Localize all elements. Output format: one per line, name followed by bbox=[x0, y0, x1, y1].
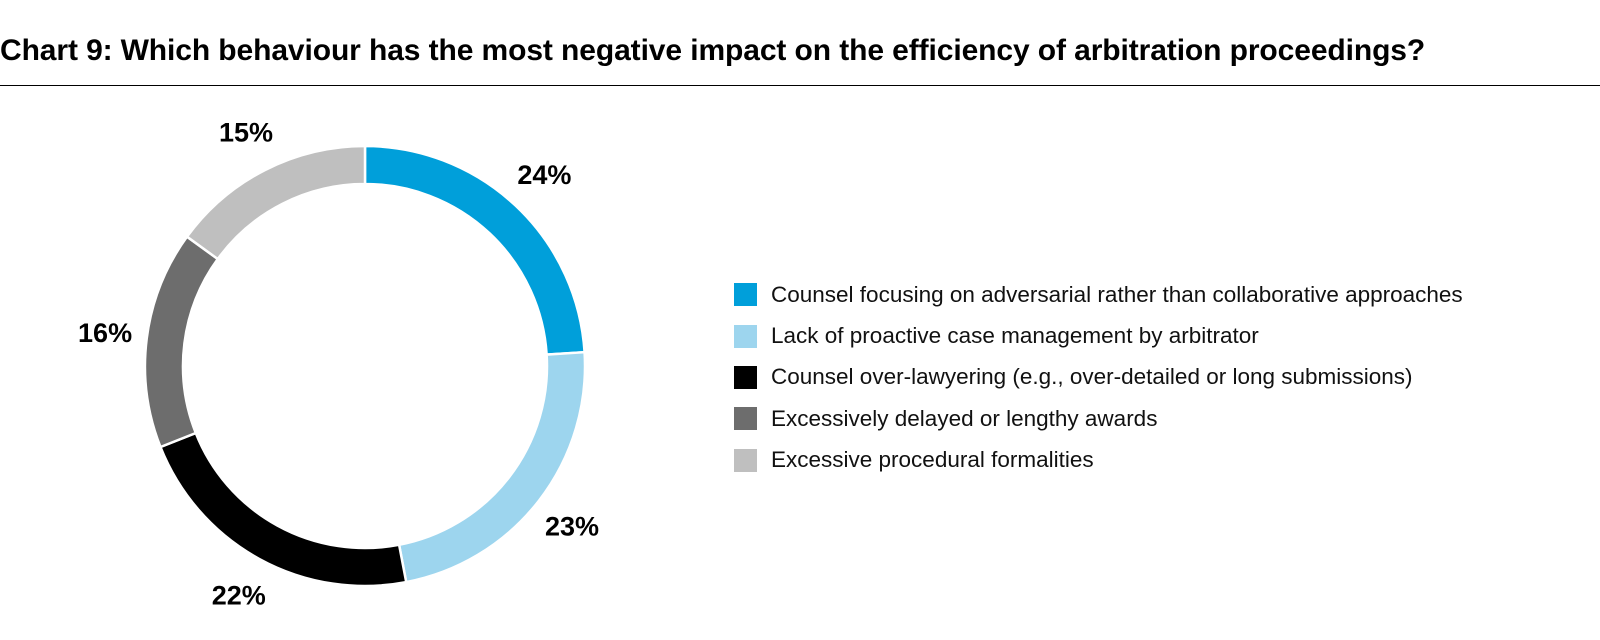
legend-swatch bbox=[734, 448, 757, 472]
chart-question: Which behaviour has the most negative im… bbox=[120, 34, 1426, 67]
chart-title: Chart 9: Which behaviour has the most neg… bbox=[0, 34, 1600, 68]
legend-swatch bbox=[734, 283, 757, 307]
donut-slice bbox=[185, 144, 367, 261]
title-divider bbox=[0, 85, 1600, 86]
legend-label: Counsel over-lawyering (e.g., over-detai… bbox=[771, 364, 1413, 390]
donut-slice bbox=[397, 350, 587, 584]
legend-swatch bbox=[734, 324, 757, 348]
donut-slice bbox=[143, 234, 220, 449]
slice-value-label: 23% bbox=[545, 512, 599, 542]
legend-label: Lack of proactive case management by arb… bbox=[771, 323, 1259, 349]
legend-item: Excessive procedural formalities bbox=[734, 440, 1463, 481]
slice-value-label: 24% bbox=[517, 160, 571, 190]
slice-value-label: 16% bbox=[78, 318, 132, 348]
legend: Counsel focusing on adversarial rather t… bbox=[734, 274, 1463, 481]
legend-item: Counsel over-lawyering (e.g., over-detai… bbox=[734, 357, 1463, 398]
legend-label: Counsel focusing on adversarial rather t… bbox=[771, 281, 1463, 307]
legend-swatch bbox=[734, 407, 757, 431]
legend-label: Excessive procedural formalities bbox=[771, 447, 1094, 473]
legend-label: Excessively delayed or lengthy awards bbox=[771, 405, 1158, 431]
legend-item: Counsel focusing on adversarial rather t… bbox=[734, 274, 1463, 315]
slice-value-label: 15% bbox=[219, 118, 273, 148]
donut-chart: 24% 23% 22% 16% 15% bbox=[78, 118, 599, 611]
legend-item: Lack of proactive case management by arb… bbox=[734, 315, 1463, 356]
legend-swatch bbox=[734, 365, 757, 389]
legend-item: Excessively delayed or lengthy awards bbox=[734, 398, 1463, 439]
chart-number: Chart 9: bbox=[0, 34, 113, 67]
slice-value-label: 22% bbox=[212, 581, 266, 611]
donut-slice bbox=[158, 431, 408, 588]
